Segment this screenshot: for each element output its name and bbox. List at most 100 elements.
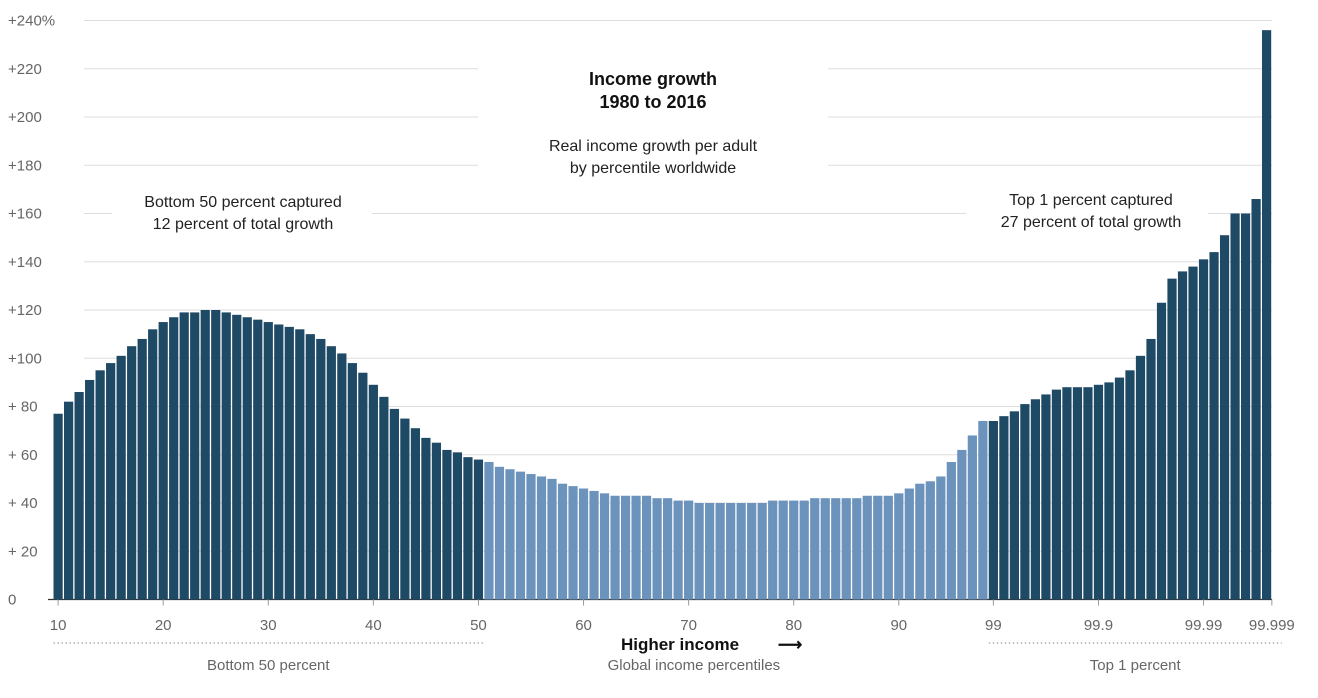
bar — [883, 495, 893, 600]
x-tick-label: 80 — [785, 617, 802, 634]
y-tick-label: 0 — [8, 592, 16, 609]
bar — [705, 503, 715, 600]
bar — [211, 310, 221, 600]
bar — [127, 346, 137, 600]
bar — [316, 338, 326, 600]
bar — [484, 461, 494, 600]
bar — [1104, 382, 1114, 600]
bar — [599, 493, 610, 600]
annotation-top-1: Top 1 percent captured — [1009, 192, 1173, 209]
bar — [1198, 259, 1209, 600]
bar — [505, 469, 515, 600]
bar — [568, 486, 578, 600]
bar — [431, 442, 442, 600]
bar — [799, 500, 809, 600]
bar — [253, 319, 263, 600]
bar — [1114, 377, 1125, 600]
bar — [190, 312, 200, 600]
y-tick-label: +220 — [8, 61, 42, 78]
bar — [862, 495, 872, 600]
bar — [778, 500, 788, 600]
bar — [999, 416, 1009, 600]
bar — [169, 317, 179, 600]
bar — [1135, 355, 1146, 600]
bar — [1209, 252, 1219, 600]
bar — [1093, 384, 1104, 600]
segment-labels: Bottom 50 percent Global income percentil… — [53, 642, 1282, 674]
bar — [1230, 213, 1240, 600]
bar — [368, 384, 378, 600]
x-tick-label: 50 — [470, 617, 487, 634]
bar — [641, 495, 652, 600]
bar — [904, 488, 914, 600]
bar — [810, 498, 820, 600]
bar — [64, 401, 74, 600]
bar — [631, 495, 641, 600]
y-tick-label: +160 — [8, 206, 42, 223]
annotation-bottom-50: Bottom 50 percent captured — [144, 194, 341, 211]
x-tick-label: 30 — [260, 617, 277, 634]
x-tick-label: 99.999 — [1249, 617, 1295, 634]
bar — [684, 500, 694, 600]
bar — [726, 503, 736, 600]
arrow-right-icon: ⟶ — [778, 635, 802, 654]
y-tick-label: + 20 — [8, 543, 38, 560]
bar — [1009, 411, 1019, 600]
bar — [232, 314, 242, 600]
bar — [1020, 404, 1030, 600]
bar — [1261, 30, 1272, 600]
bar — [442, 449, 452, 600]
bar — [831, 498, 841, 600]
bar — [1072, 387, 1083, 600]
x-axis-ticks: 10 20 30 40 50 60 70 80 90 99 99.9 99.99 99.999 — [50, 599, 1295, 634]
bar — [494, 466, 505, 600]
x-tick-label: 60 — [575, 617, 592, 634]
bar — [820, 498, 830, 600]
bar — [148, 329, 158, 600]
y-tick-label: + 80 — [8, 399, 38, 416]
bar — [1041, 394, 1051, 600]
annotation-top-1-share: 27 percent of total growth — [1001, 214, 1182, 231]
bar — [1177, 271, 1188, 600]
bar — [53, 413, 63, 600]
bar — [337, 353, 347, 600]
bar — [463, 457, 473, 600]
chart-title: Income growth — [589, 69, 717, 89]
bar — [578, 488, 589, 600]
x-tick-label: 99 — [985, 617, 1002, 634]
bar — [946, 461, 956, 600]
bar — [957, 449, 967, 600]
bar — [736, 503, 746, 600]
bar — [379, 396, 389, 600]
y-tick-label: + 60 — [8, 447, 38, 464]
y-tick-label: +100 — [8, 350, 42, 367]
chart-subtitle-line2: by percentile worldwide — [570, 160, 736, 177]
bar — [274, 324, 284, 600]
bar — [1156, 302, 1167, 600]
bar — [421, 437, 431, 600]
bar — [1030, 399, 1041, 600]
bar — [873, 495, 883, 600]
bar — [967, 435, 977, 600]
bar — [715, 503, 725, 600]
bar — [1188, 266, 1198, 600]
chart-title-years: 1980 to 2016 — [599, 92, 706, 112]
bars — [53, 30, 1272, 600]
bar — [673, 500, 683, 600]
x-tick-label: 10 — [50, 617, 67, 634]
bar — [305, 334, 315, 600]
bar — [936, 476, 946, 600]
bar — [547, 478, 557, 600]
chart-subtitle: Real income growth per adult — [549, 138, 758, 155]
bar — [557, 483, 568, 600]
bar — [263, 322, 273, 600]
bar — [116, 355, 126, 600]
bar — [841, 498, 851, 600]
bar — [106, 363, 116, 600]
bar — [1083, 387, 1093, 600]
bar — [358, 372, 368, 600]
bar — [473, 459, 484, 600]
bar — [158, 322, 168, 600]
bar — [326, 346, 336, 600]
x-axis-title: Higher income — [621, 635, 739, 654]
